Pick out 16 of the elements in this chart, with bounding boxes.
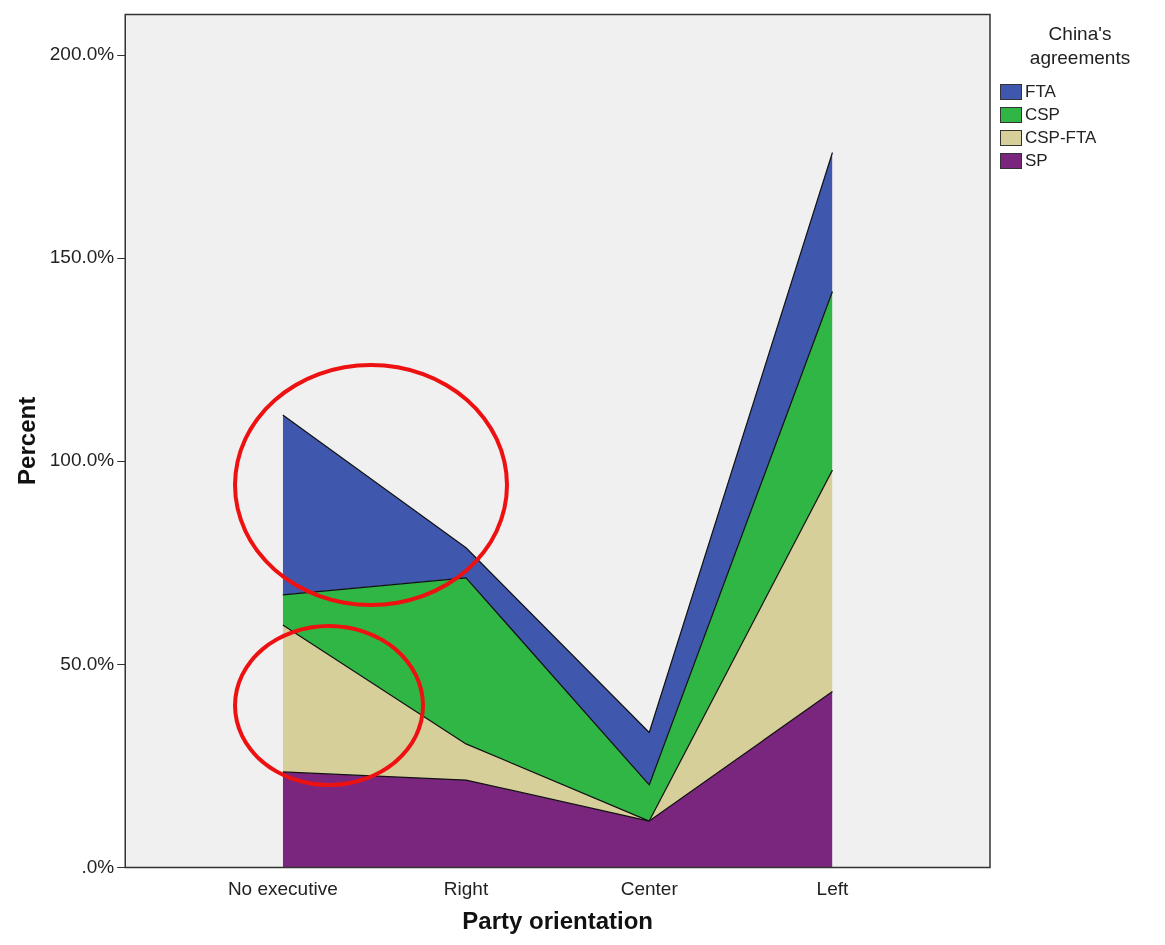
x-tick-label: No executive: [227, 878, 338, 900]
y-tick-label: 50.0%: [60, 652, 115, 674]
y-tick-label: 150.0%: [49, 246, 115, 268]
legend-label: SP: [1025, 150, 1048, 171]
x-tick-label: Right: [443, 878, 489, 900]
legend-label: CSP: [1025, 104, 1060, 125]
y-tick-label: 200.0%: [49, 43, 115, 65]
y-axis-title: Percent: [13, 396, 41, 485]
legend-label: CSP-FTA: [1025, 127, 1097, 148]
y-tick-label: 100.0%: [49, 449, 115, 471]
legend-title: China's agreements: [1028, 22, 1132, 70]
x-axis-title: Party orientation: [462, 907, 653, 935]
y-tick-label: .0%: [81, 855, 115, 877]
x-tick-label: Left: [816, 878, 849, 900]
x-tick-label: Center: [620, 878, 679, 900]
legend-label: FTA: [1025, 81, 1056, 102]
